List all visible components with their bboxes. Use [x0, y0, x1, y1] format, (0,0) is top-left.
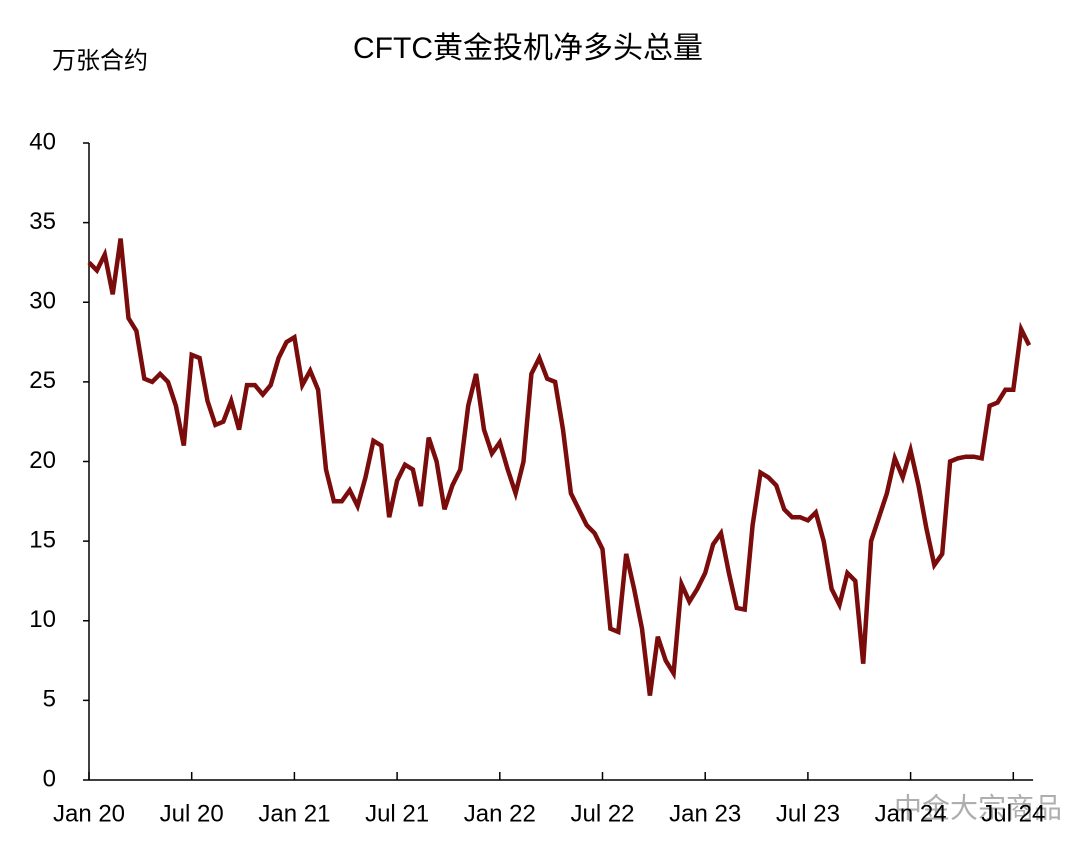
y-tick-label: 5 — [43, 686, 56, 713]
y-tick-label: 30 — [29, 288, 56, 315]
x-tick-label: Jul 24 — [981, 800, 1045, 827]
x-tick-label: Jan 22 — [464, 800, 536, 827]
x-tick-label: Jan 20 — [53, 800, 125, 827]
x-tick-label: Jan 21 — [258, 800, 330, 827]
y-tick-label: 15 — [29, 526, 56, 553]
watermark: 中金大宗商品 — [894, 792, 1062, 823]
x-tick-label: Jan 24 — [875, 800, 947, 827]
y-tick-label: 40 — [29, 128, 56, 155]
x-tick-label: Jan 23 — [669, 800, 741, 827]
y-tick-label: 10 — [29, 606, 56, 633]
y-tick-label: 0 — [43, 765, 56, 792]
y-tick-label: 25 — [29, 367, 56, 394]
chart-title: CFTC黄金投机净多头总量 — [353, 32, 703, 65]
y-tick-label: 35 — [29, 208, 56, 235]
x-tick-label: Jul 20 — [160, 800, 224, 827]
x-tick-label: Jul 21 — [365, 800, 429, 827]
x-tick-label: Jul 23 — [776, 800, 840, 827]
y-tick-label: 20 — [29, 447, 56, 474]
data-line — [87, 238, 1032, 696]
y-axis-label: 万张合约 — [52, 47, 148, 74]
x-tick-label: Jul 22 — [570, 800, 634, 827]
